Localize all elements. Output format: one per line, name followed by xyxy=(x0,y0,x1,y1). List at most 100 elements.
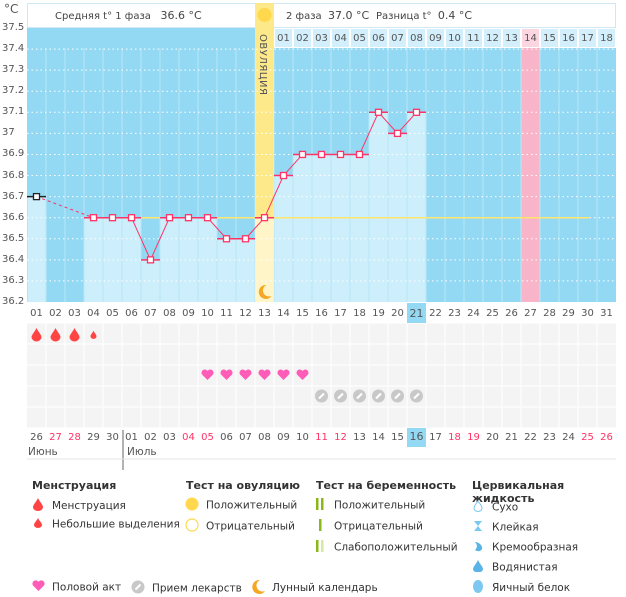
today-highlight xyxy=(407,303,426,323)
heart-icon xyxy=(239,369,252,380)
phase2-day-number: 02 xyxy=(296,33,309,44)
two-lines-icon xyxy=(312,498,328,513)
water-drop-icon xyxy=(470,560,486,575)
heart-icon xyxy=(258,369,271,380)
legend-cervical-creamy: Кремообразная xyxy=(470,540,578,555)
cycle-day-number: 23 xyxy=(448,308,461,319)
legend-cervical-sticky: Клейкая xyxy=(470,520,539,535)
y-tick-label: 37 xyxy=(2,127,15,139)
legend-label: Лунный календарь xyxy=(272,582,378,594)
phase2-day-cell xyxy=(521,28,540,48)
calendar-date: 27 xyxy=(49,432,62,443)
legend-cervical-dry: Сухо xyxy=(470,500,518,515)
phase2-day-cell xyxy=(502,28,521,48)
calendar-date: 07 xyxy=(239,432,252,443)
temperature-bar xyxy=(217,238,236,302)
phase2-day-cell xyxy=(388,28,407,48)
temperature-bar xyxy=(141,259,160,302)
legend-label: Небольшие выделения xyxy=(52,518,180,531)
legend-label: Слабоположительный xyxy=(334,541,458,554)
diff-value: 0.4 °C xyxy=(437,9,473,22)
legend-label: Половой акт xyxy=(52,581,122,594)
calendar-date: 02 xyxy=(144,432,157,443)
cycle-day-number: 19 xyxy=(372,308,385,319)
calendar-date: 03 xyxy=(163,432,176,443)
pill-icon-stripe xyxy=(356,392,363,400)
temperature-point xyxy=(260,214,269,222)
temperature-line-segment xyxy=(150,217,170,261)
cycle-day-number: 31 xyxy=(600,308,613,319)
menstruation-drop-icon xyxy=(31,328,42,342)
cycle-day-number: 21 xyxy=(409,307,424,320)
cycle-day-number: 07 xyxy=(144,308,157,319)
calendar-date: 13 xyxy=(353,432,366,443)
calendar-date: 26 xyxy=(30,432,43,443)
phase2-day-number: 17 xyxy=(581,33,594,44)
heart-icon xyxy=(220,369,233,380)
phase2-day-cell xyxy=(407,28,426,48)
calendar-date: 10 xyxy=(296,432,309,443)
cycle-day-number: 18 xyxy=(353,308,366,319)
y-tick-label: 37.1 xyxy=(2,106,25,118)
spotting-icon xyxy=(90,330,97,339)
phase2-day-number: 08 xyxy=(410,33,423,44)
cycle-day-number: 06 xyxy=(125,308,138,319)
legend-label: Прием лекарств xyxy=(152,582,242,595)
calendar-date: 15 xyxy=(391,432,404,443)
phase2-day-number: 11 xyxy=(467,33,480,44)
legend-menstruation: Менструация xyxy=(30,498,126,514)
phase2-day-number: 15 xyxy=(543,33,556,44)
temperature-bar xyxy=(27,196,46,302)
one-line-icon xyxy=(312,519,328,534)
cycle-day-number: 01 xyxy=(30,308,43,319)
moon-icon xyxy=(250,579,266,597)
phase2-day-cell xyxy=(426,28,445,48)
y-tick-label: 36.9 xyxy=(2,148,25,160)
y-tick-label: 36.2 xyxy=(2,296,25,307)
phase2-day-cell xyxy=(483,28,502,48)
phase2-average: 2 фаза 37.0 °C xyxy=(286,9,369,22)
temperature-point xyxy=(108,214,117,222)
heart-icon xyxy=(30,580,46,595)
calendar-date: 14 xyxy=(372,432,385,443)
egg-icon xyxy=(470,580,486,596)
phase2-day-cell xyxy=(559,28,578,48)
calendar-date: 17 xyxy=(429,432,442,443)
cycle-day-number: 04 xyxy=(87,308,100,319)
phase2-label: 2 фаза xyxy=(286,11,322,22)
calendar-date: 09 xyxy=(277,432,290,443)
legend-label: Яичный белок xyxy=(492,582,571,594)
legend-label: Отрицательный xyxy=(206,520,295,533)
temperature-bar xyxy=(350,154,369,302)
legend-ovulation-negative: Отрицательный xyxy=(184,518,295,535)
filled-circle-icon xyxy=(184,497,200,514)
temperature-bar xyxy=(160,217,179,302)
faint-lines-icon xyxy=(312,540,328,555)
legend-label: Водянистая xyxy=(492,561,558,574)
phase2-day-cell xyxy=(312,28,331,48)
legend-pregnancy-faint: Слабоположительный xyxy=(312,540,458,555)
month-label: Июнь xyxy=(28,446,58,458)
menstruation-drop-icon xyxy=(50,328,61,342)
temperature-bar xyxy=(84,217,103,302)
calendar-date: 19 xyxy=(467,432,480,443)
calendar-date: 16 xyxy=(409,430,424,443)
cycle-day-number: 11 xyxy=(220,308,233,319)
calendar-date: 08 xyxy=(258,432,271,443)
events-background xyxy=(27,323,616,428)
phase2-day-cell xyxy=(369,28,388,48)
phase2-day-cell xyxy=(350,28,369,48)
calendar-date: 30 xyxy=(106,432,119,443)
calendar-date: 26 xyxy=(600,432,613,443)
phase2-value: 37.0 °C xyxy=(328,9,370,22)
legend-cervical-eggwhite: Яичный белок xyxy=(470,580,570,596)
calendar-date: 22 xyxy=(524,432,537,443)
cycle-day-number: 17 xyxy=(334,308,347,319)
cycle-day-number: 15 xyxy=(296,308,309,319)
legend-pregnancy-negative: Отрицательный xyxy=(312,519,423,534)
phase2-day-cell xyxy=(331,28,350,48)
blood-drop-icon xyxy=(30,498,46,514)
legend-menstruation-title: Менструация xyxy=(32,479,117,492)
phase2-day-number: 01 xyxy=(277,33,290,44)
cycle-day-number: 16 xyxy=(315,308,328,319)
